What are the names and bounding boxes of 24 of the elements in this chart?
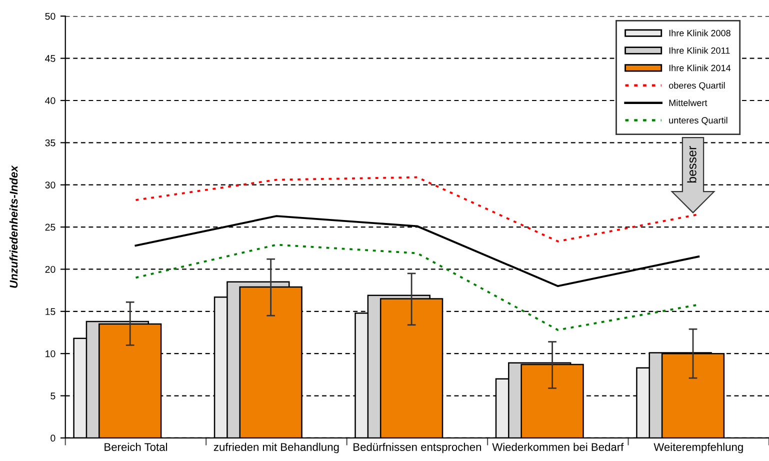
x-tick-label: Bedürfnissen entsprochen bbox=[354, 442, 482, 454]
y-tick-label: 50 bbox=[45, 12, 56, 20]
y-tick-label: 5 bbox=[50, 392, 56, 400]
x-tick-label: zufrieden mit Behandlung bbox=[214, 442, 339, 454]
legend-label: Ihre Klinik 2011 bbox=[669, 47, 730, 54]
legend-label: unteres Quartil bbox=[669, 116, 728, 126]
annotation: besser bbox=[687, 146, 696, 183]
y-tick-label: 20 bbox=[45, 266, 56, 273]
y-tick-label: 45 bbox=[45, 55, 56, 62]
legend-label: Mittelwert bbox=[669, 99, 708, 106]
y-axis-title: Unzufriedenheits-Index bbox=[9, 165, 18, 288]
legend-label: Ihre Klinik 2014 bbox=[669, 64, 731, 72]
y-tick-label: 30 bbox=[45, 182, 56, 188]
y-tick-label: 0 bbox=[50, 434, 56, 442]
y-tick-label: 15 bbox=[46, 308, 56, 316]
x-tick-label: Weiterempfehlung bbox=[654, 442, 743, 454]
y-tick-label: 25 bbox=[45, 224, 56, 231]
y-tick-label: 40 bbox=[45, 97, 56, 104]
legend-label: Ihre Klinik 2008 bbox=[669, 30, 730, 36]
legend-label: oberes Quartil bbox=[668, 82, 725, 90]
y-tick-label: 10 bbox=[46, 350, 56, 358]
y-tick-label: 35 bbox=[45, 139, 56, 146]
x-tick-label: Wiederkommen bei Bedarf bbox=[492, 442, 624, 451]
x-tick-label: Bereich Total bbox=[104, 442, 168, 451]
